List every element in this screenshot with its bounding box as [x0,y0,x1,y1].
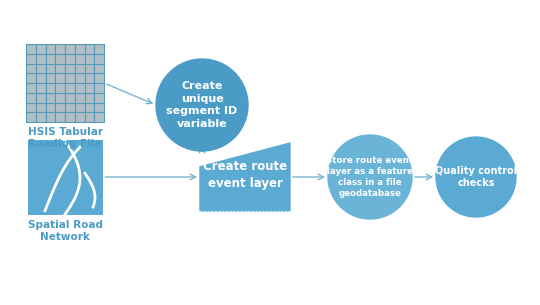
Bar [75,44,84,54]
Bar [55,63,65,73]
Circle shape [328,135,412,219]
Bar [45,93,55,102]
Bar [45,63,55,73]
Bar [55,83,65,93]
Text: Create route
event layer: Create route event layer [203,160,287,189]
Bar [94,112,104,122]
Bar [26,83,36,93]
Bar [75,54,84,63]
Bar [84,63,94,73]
Polygon shape [200,143,290,211]
Bar [36,63,45,73]
Bar [55,102,65,112]
Bar [26,102,36,112]
Bar [36,102,45,112]
Bar [55,44,65,54]
Bar [65,112,75,122]
Bar [45,112,55,122]
Bar [26,73,36,83]
Bar [45,83,55,93]
Bar [75,102,84,112]
Bar [94,63,104,73]
Bar [55,73,65,83]
Bar [65,54,75,63]
Bar [45,73,55,83]
Bar [28,139,103,214]
Bar [94,54,104,63]
Bar [55,93,65,102]
Bar [65,44,75,54]
Bar [36,83,45,93]
Text: Spatial Road
Network: Spatial Road Network [28,220,103,242]
Bar [94,83,104,93]
Bar [26,54,36,63]
Text: Create
unique
segment ID
variable: Create unique segment ID variable [166,81,238,129]
Bar [36,112,45,122]
Bar [94,73,104,83]
Bar [84,112,94,122]
Text: Quality control
checks: Quality control checks [435,166,517,188]
Bar [75,93,84,102]
Bar [26,112,36,122]
Bar [75,63,84,73]
Text: HSIS Tabular
Roadlog File: HSIS Tabular Roadlog File [28,127,103,149]
Bar [55,54,65,63]
Bar [26,44,36,54]
Circle shape [436,137,516,217]
Circle shape [156,59,248,151]
Bar [36,93,45,102]
Bar [75,73,84,83]
Bar [45,54,55,63]
Bar [65,83,75,93]
Bar [94,102,104,112]
Bar [36,54,45,63]
Bar [75,112,84,122]
Bar [65,73,75,83]
Bar [75,83,84,93]
Bar [84,83,94,93]
Bar [36,73,45,83]
Bar [65,102,75,112]
Bar [84,44,94,54]
Bar [84,54,94,63]
Bar [65,63,75,73]
Bar [45,44,55,54]
Bar [36,44,45,54]
Bar [55,112,65,122]
Bar [84,102,94,112]
Bar [26,63,36,73]
Bar [84,93,94,102]
Bar [94,44,104,54]
Bar [84,73,94,83]
Text: Store route event
layer as a feature
class in a file
geodatabase: Store route event layer as a feature cla… [327,156,414,198]
Bar [94,93,104,102]
Bar [45,102,55,112]
Bar [26,93,36,102]
Bar [65,93,75,102]
